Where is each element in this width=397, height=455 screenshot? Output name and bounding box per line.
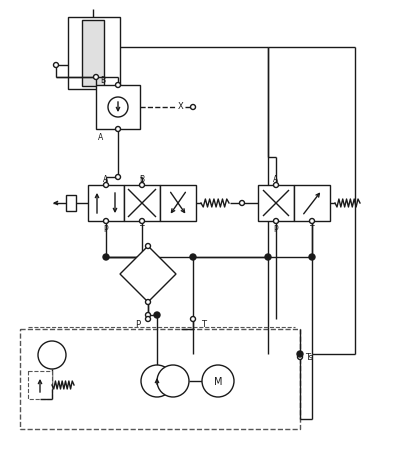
Circle shape <box>310 219 314 224</box>
Bar <box>68 18 120 90</box>
Circle shape <box>145 313 150 318</box>
Circle shape <box>141 365 173 397</box>
Text: P: P <box>135 320 140 329</box>
Circle shape <box>116 175 121 180</box>
Circle shape <box>297 351 303 357</box>
Circle shape <box>309 254 315 260</box>
Bar <box>96 86 140 130</box>
Circle shape <box>104 183 108 188</box>
Circle shape <box>94 76 98 81</box>
Circle shape <box>38 341 66 369</box>
Bar <box>28 371 52 399</box>
Circle shape <box>116 83 121 88</box>
Text: P: P <box>104 225 108 234</box>
Circle shape <box>104 219 108 224</box>
Bar <box>88 186 124 222</box>
Bar <box>258 186 294 222</box>
Circle shape <box>274 219 279 224</box>
Circle shape <box>145 244 150 249</box>
Circle shape <box>202 365 234 397</box>
Circle shape <box>191 105 195 110</box>
Circle shape <box>297 355 303 360</box>
Circle shape <box>239 201 245 206</box>
Text: T: T <box>201 320 206 329</box>
Text: A: A <box>103 174 109 183</box>
Circle shape <box>103 254 109 260</box>
Text: A: A <box>98 133 103 142</box>
Circle shape <box>54 63 58 68</box>
Text: B: B <box>139 174 145 183</box>
Text: A: A <box>274 174 279 183</box>
Text: M: M <box>214 376 222 386</box>
Text: T: T <box>310 225 314 234</box>
Text: B: B <box>100 76 105 84</box>
Circle shape <box>157 365 189 397</box>
Circle shape <box>145 300 150 305</box>
Bar <box>160 186 196 222</box>
Text: Ts: Ts <box>305 353 313 362</box>
Circle shape <box>274 183 279 188</box>
Circle shape <box>139 183 145 188</box>
Circle shape <box>190 254 196 260</box>
Bar <box>294 186 330 222</box>
Bar <box>20 329 300 429</box>
Circle shape <box>139 219 145 224</box>
Circle shape <box>145 317 150 322</box>
Text: P: P <box>274 225 278 234</box>
Bar <box>124 186 160 222</box>
Bar <box>82 21 104 87</box>
Polygon shape <box>120 247 176 302</box>
Circle shape <box>116 127 121 132</box>
Text: T: T <box>140 225 145 234</box>
Circle shape <box>154 312 160 318</box>
Bar <box>66 196 76 212</box>
Circle shape <box>265 254 271 260</box>
Text: X: X <box>178 101 184 110</box>
Circle shape <box>108 98 128 118</box>
Circle shape <box>191 317 195 322</box>
